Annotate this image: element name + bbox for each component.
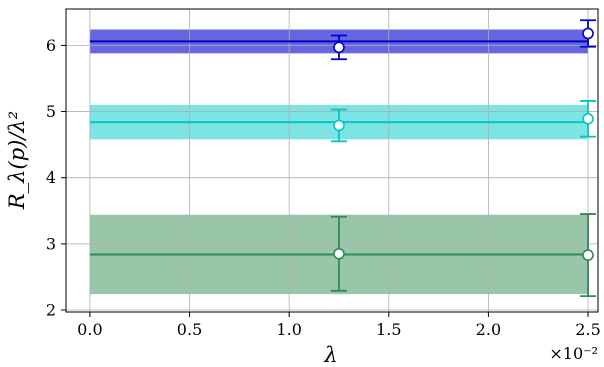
x-axis-label: λ [323,343,337,367]
plot-area [65,8,599,313]
y-tick-label: 4 [46,168,56,187]
x-ticks: 0.0 0.5 1.0 1.5 2.0 2.5 [77,312,601,339]
data-point-2-0 [333,247,345,260]
x-tick-label: 2.5 [575,320,600,339]
y-tick-label: 2 [46,301,56,320]
axes-frame [65,8,599,313]
y-ticks: 2 3 4 5 6 [46,36,66,320]
y-tick-label: 3 [46,234,56,253]
y-axis-label: R_λ(p)/λ² [5,111,29,210]
y-tick-label: 5 [46,102,56,121]
data-point-0-0 [333,41,345,54]
x-tick-label: 0.0 [77,320,102,339]
data-point-1-1 [582,113,594,125]
x-axis-multiplier: ×10⁻² [549,344,598,363]
data-point-0-1 [582,27,594,40]
data-point-2-1 [582,249,594,261]
x-tick-label: 0.5 [177,320,202,339]
x-tick-label: 1.0 [276,320,301,339]
x-tick-label: 1.5 [376,320,401,339]
y-tick-label: 6 [46,36,56,55]
data-points [330,19,597,298]
data-point-1-0 [333,119,345,132]
x-tick-label: 2.0 [476,320,501,339]
